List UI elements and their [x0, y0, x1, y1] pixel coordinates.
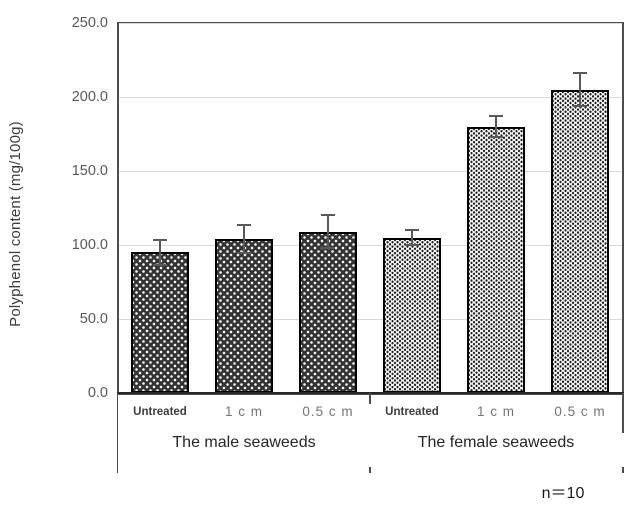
error-bar-stem [327, 213, 329, 250]
category-label-male-2: 0.5 c m [302, 404, 354, 419]
gridline-200 [119, 96, 622, 98]
plot-area [117, 22, 624, 395]
error-bar-top-cap [153, 239, 167, 242]
error-bar-top-cap [321, 213, 335, 216]
bar-male-untreated [131, 252, 189, 393]
error-bar-female-5 [573, 71, 587, 108]
separator-mid-bottom-tick [369, 467, 371, 473]
category-label-female-5: 0.5 c m [554, 404, 606, 419]
category-label-male-1: 1 c m [224, 404, 263, 419]
separator-mid-tick [369, 393, 371, 404]
error-bar-stem [411, 228, 413, 247]
error-bar-top-cap [489, 114, 503, 117]
bar-female-1cm [467, 126, 525, 393]
error-bar-stem [579, 71, 581, 108]
bar-male-0.5cm [299, 231, 357, 393]
error-bar-bottom-cap [153, 263, 167, 266]
separator-right-bottom-tick [622, 467, 624, 473]
y-tick-label-50: 50.0 [79, 311, 108, 327]
sample-size-annotation: n＝10 [541, 485, 585, 502]
category-label-female-3: Untreated [385, 406, 439, 418]
error-bar-top-cap [237, 224, 251, 227]
error-bar-male-1 [237, 224, 251, 254]
error-bar-male-0 [153, 239, 167, 266]
error-bar-stem [243, 224, 245, 254]
gridline-50 [119, 318, 622, 320]
group-label-male: The male seaweeds [172, 434, 316, 451]
error-bar-bottom-cap [405, 244, 419, 247]
bar-female-untreated [383, 237, 441, 393]
error-bar-top-cap [405, 228, 419, 231]
y-tick-label-150: 150.0 [71, 163, 108, 179]
error-bar-male-2 [321, 213, 335, 250]
category-label-female-4: 1 c m [476, 404, 515, 419]
error-bar-bottom-cap [573, 105, 587, 108]
y-tick-label-100: 100.0 [71, 237, 108, 253]
y-tick-label-200: 200.0 [71, 89, 108, 105]
error-bar-stem [159, 239, 161, 266]
bar-male-1cm [215, 239, 273, 393]
gridline-150 [119, 170, 622, 172]
error-bar-bottom-cap [237, 251, 251, 254]
bar-female-0.5cm [551, 89, 609, 393]
y-tick-label-0: 0.0 [87, 385, 108, 401]
gridline-250 [119, 22, 622, 24]
group-label-female: The female seaweeds [417, 434, 575, 451]
error-bar-stem [495, 114, 497, 139]
error-bar-bottom-cap [489, 136, 503, 139]
separator-left [116, 393, 118, 473]
category-label-male-0: Untreated [133, 406, 187, 418]
error-bar-female-4 [489, 114, 503, 139]
separator-right [622, 393, 624, 433]
gridline-100 [119, 244, 622, 246]
error-bar-bottom-cap [321, 247, 335, 250]
error-bar-female-3 [405, 228, 419, 247]
y-axis-title: Polyphenol content (mg/100g) [7, 121, 24, 327]
y-tick-label-250: 250.0 [71, 15, 108, 31]
error-bar-top-cap [573, 71, 587, 74]
